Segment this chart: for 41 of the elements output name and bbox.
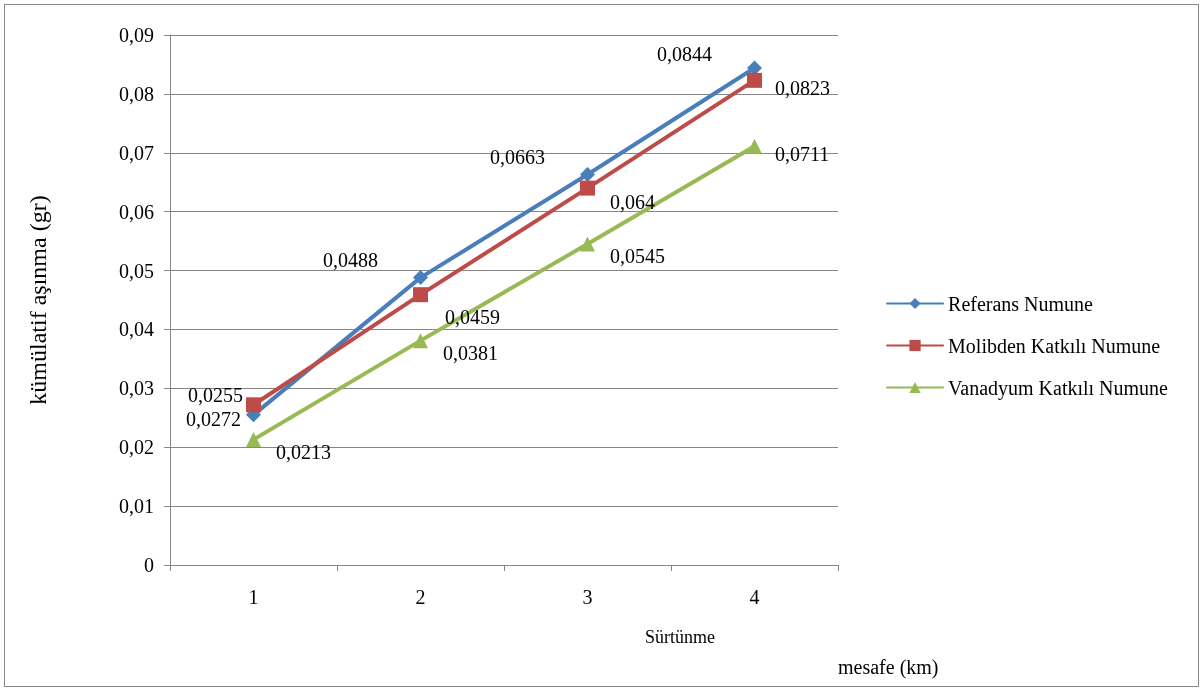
y-tick-label: 0,04 bbox=[119, 318, 154, 341]
x-tick-label: 2 bbox=[415, 586, 426, 608]
legend-label: Vanadyum Katkılı Numune bbox=[948, 376, 1169, 400]
y-tick-label: 0,06 bbox=[119, 200, 154, 223]
legend-label: Molibden Katkılı Numune bbox=[948, 334, 1161, 357]
y-tick-label: 0,03 bbox=[119, 377, 154, 400]
data-label: 0,0844 bbox=[657, 42, 712, 65]
data-label: 0,0213 bbox=[276, 440, 331, 463]
data-label: 0,0823 bbox=[775, 77, 830, 100]
y-tick-label: 0,01 bbox=[119, 495, 154, 518]
point bbox=[580, 167, 595, 183]
point bbox=[580, 236, 595, 252]
x-tick-label: 4 bbox=[749, 586, 760, 608]
point bbox=[747, 138, 762, 154]
data-label: 0,0488 bbox=[323, 248, 378, 271]
y-tick-label: 0,02 bbox=[119, 436, 154, 459]
data-label: 0,0663 bbox=[490, 145, 545, 168]
y-tick-label: 0,09 bbox=[119, 24, 154, 46]
data-label: 0,0255 bbox=[188, 383, 243, 406]
data-label: 0,0272 bbox=[186, 407, 241, 430]
point bbox=[580, 180, 595, 196]
x-tick-label: 3 bbox=[582, 586, 593, 608]
legend-label: Referans Numune bbox=[948, 292, 1094, 315]
point bbox=[747, 72, 762, 88]
point bbox=[246, 432, 261, 448]
point bbox=[413, 333, 428, 349]
point bbox=[413, 270, 428, 286]
y-tick-label: 0,08 bbox=[119, 82, 154, 105]
y-tick-label: 0,07 bbox=[119, 141, 154, 164]
point bbox=[413, 287, 428, 303]
data-label: 0,0545 bbox=[610, 245, 665, 268]
y-axis-title: kümülatif aşınma (gr) bbox=[25, 195, 51, 405]
text: Sürtünme bbox=[645, 627, 716, 647]
y-tick-label: 0 bbox=[144, 554, 154, 576]
data-label: 0,0381 bbox=[443, 341, 498, 364]
data-label: 0,0711 bbox=[775, 143, 830, 166]
x-axis-title: mesafe (km) bbox=[838, 656, 939, 679]
point bbox=[246, 397, 261, 413]
data-label: 0,064 bbox=[610, 191, 655, 214]
y-tick-label: 0,05 bbox=[119, 259, 154, 282]
x-tick-label: 1 bbox=[248, 586, 259, 608]
